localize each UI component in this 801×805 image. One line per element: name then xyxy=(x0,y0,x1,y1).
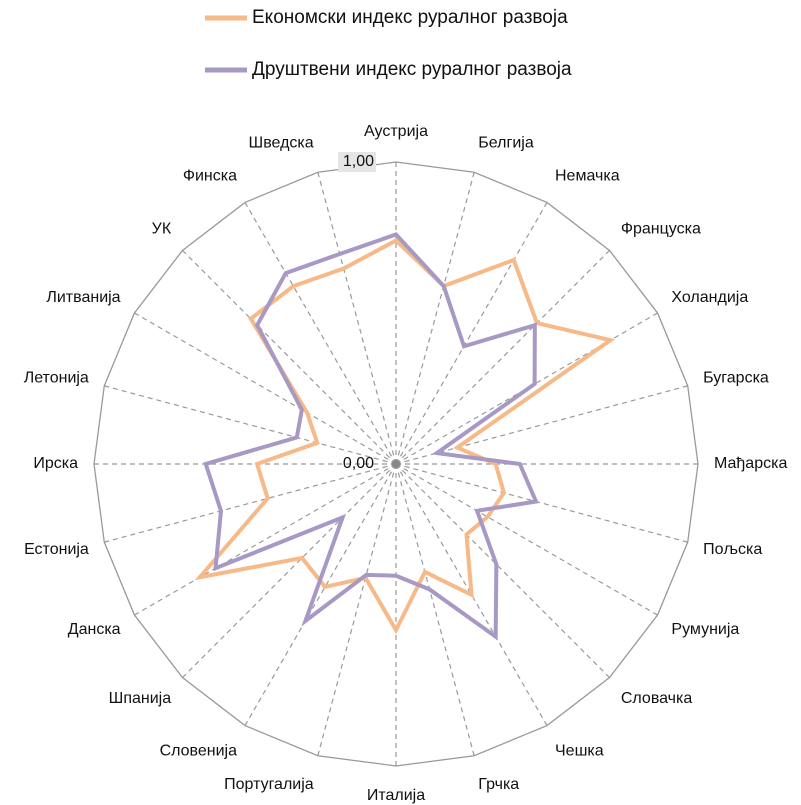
category-label: Литванија xyxy=(46,289,120,306)
spoke xyxy=(395,463,688,543)
tick-bg xyxy=(338,152,376,172)
category-label: Бугарска xyxy=(703,369,769,386)
category-label: Словачка xyxy=(621,690,693,707)
category-label: Аустрија xyxy=(364,123,428,140)
category-label: Шведска xyxy=(249,135,314,152)
category-label: Пољска xyxy=(703,541,762,558)
spoke xyxy=(182,250,397,465)
center-dot xyxy=(392,460,400,468)
category-label: Холандија xyxy=(671,289,748,306)
category-label: Словенија xyxy=(160,743,238,760)
category-label: Румунија xyxy=(671,621,739,638)
category-label: Италија xyxy=(367,787,425,804)
r-tick-label: 0,00 xyxy=(343,455,374,472)
spoke xyxy=(395,250,610,465)
category-label: Естонија xyxy=(24,541,89,558)
category-label: Француска xyxy=(621,220,701,237)
category-label: Ирска xyxy=(33,455,78,472)
category-label: Чешка xyxy=(555,743,604,760)
category-label: Данска xyxy=(68,621,121,638)
category-label: Финска xyxy=(183,168,237,185)
series-line xyxy=(203,232,539,641)
category-label: Португалија xyxy=(224,776,314,793)
category-label: Немачка xyxy=(555,168,620,185)
spoke xyxy=(395,172,475,465)
legend-label: Друштвени индекс руралног развоја xyxy=(252,59,572,80)
category-label: Летонија xyxy=(24,369,89,386)
category-label: Белгија xyxy=(478,135,534,152)
r-tick-label: 1,00 xyxy=(343,153,374,170)
category-label: Грчка xyxy=(478,776,519,793)
series-line xyxy=(194,238,616,635)
spoke xyxy=(395,202,548,465)
category-label: УК xyxy=(152,220,172,237)
spoke xyxy=(104,463,397,543)
spoke xyxy=(134,312,397,465)
legend: Економски индекс руралног развоја Друштве… xyxy=(205,7,572,80)
category-label: Шпанија xyxy=(109,690,172,707)
spoke xyxy=(317,172,397,465)
legend-label: Економски индекс руралног развоја xyxy=(252,7,568,28)
category-label: Мађарска xyxy=(714,455,787,472)
